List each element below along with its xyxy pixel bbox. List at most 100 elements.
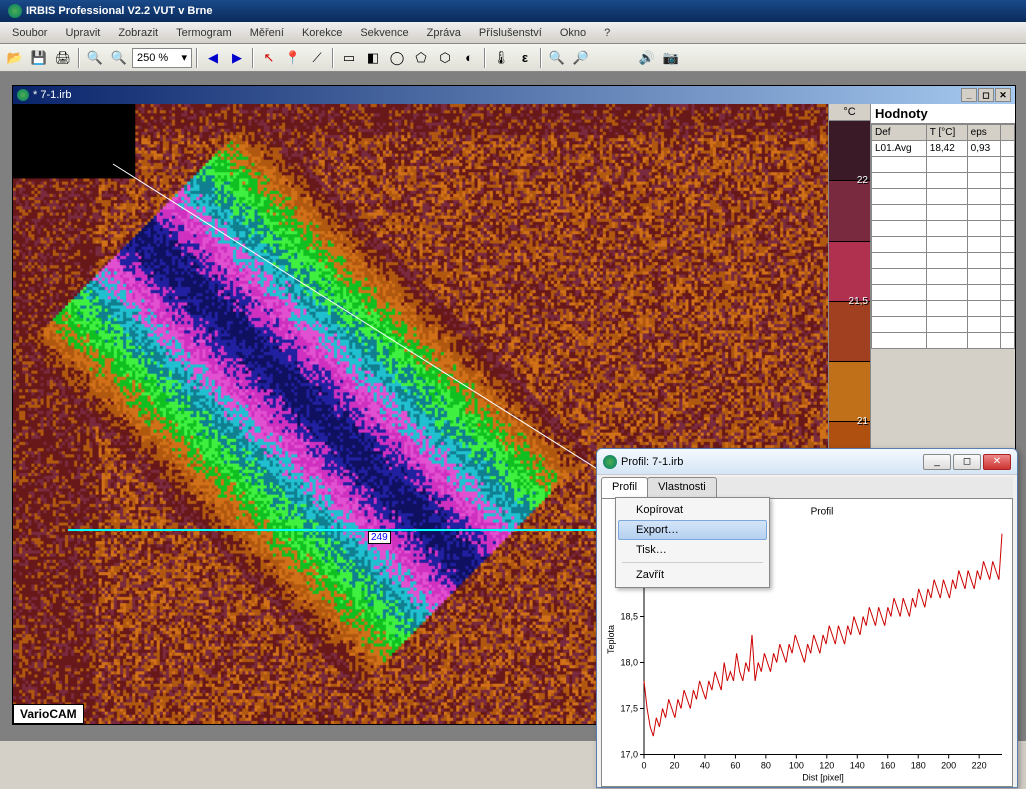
scale-segment	[829, 362, 870, 422]
table-row[interactable]	[872, 269, 1015, 285]
menu-item[interactable]: Korekce	[294, 25, 350, 41]
zoom-fit-icon[interactable]: 🔍	[546, 47, 568, 69]
sound-icon[interactable]: 🔊	[636, 47, 658, 69]
menu-item[interactable]: Soubor	[4, 25, 55, 41]
svg-text:18,0: 18,0	[620, 658, 638, 668]
open-icon[interactable]: 📂	[4, 47, 26, 69]
values-table: DefT [°C]epsL01.Avg18,420,93	[871, 124, 1015, 349]
app-titlebar: IRBIS Professional V2.2 VUT v Brne	[0, 0, 1026, 22]
svg-text:60: 60	[730, 761, 740, 771]
table-row[interactable]	[872, 333, 1015, 349]
menu-item[interactable]: Termogram	[168, 25, 240, 41]
rect-icon[interactable]: ▭	[338, 47, 360, 69]
profile-maximize-icon[interactable]: ◻	[953, 454, 981, 470]
poly-icon[interactable]: ⬠	[410, 47, 432, 69]
menu-item[interactable]: Zobrazit	[110, 25, 166, 41]
zoom-out-icon[interactable]: 🔍	[108, 47, 130, 69]
table-row[interactable]	[872, 317, 1015, 333]
epsilon-icon[interactable]: ε	[514, 47, 536, 69]
table-row[interactable]	[872, 253, 1015, 269]
table-row[interactable]	[872, 189, 1015, 205]
profile-titlebar[interactable]: Profil: 7-1.irb _ ◻ ✕	[597, 449, 1017, 475]
profile-tab[interactable]: Vlastnosti	[647, 477, 717, 498]
profile-close-icon[interactable]: ✕	[983, 454, 1011, 470]
context-menu-item[interactable]: Export…	[618, 520, 767, 540]
poly2-icon[interactable]: ⬡	[434, 47, 456, 69]
context-menu-item[interactable]: Kopírovat	[618, 500, 767, 520]
camera-label: VarioCAM	[13, 704, 84, 724]
profile-tabs: ProfilVlastnosti	[601, 477, 1013, 499]
table-row[interactable]: L01.Avg18,420,93	[872, 141, 1015, 157]
svg-text:18,5: 18,5	[620, 612, 638, 622]
svg-text:20: 20	[669, 761, 679, 771]
menu-item[interactable]: Sekvence	[352, 25, 416, 41]
svg-text:Teplota: Teplota	[606, 625, 616, 654]
menu-item[interactable]: Okno	[552, 25, 594, 41]
app-title: IRBIS Professional V2.2 VUT v Brne	[26, 5, 212, 17]
menu-item[interactable]: ?	[596, 25, 618, 41]
close-icon[interactable]: ✕	[995, 88, 1011, 102]
svg-text:40: 40	[700, 761, 710, 771]
menu-item[interactable]: Příslušenství	[471, 25, 550, 41]
arrow-right-icon[interactable]: ▶	[226, 47, 248, 69]
svg-text:17,0: 17,0	[620, 750, 638, 760]
profile-title: Profil: 7-1.irb	[621, 456, 683, 468]
menu-item[interactable]: Upravit	[57, 25, 108, 41]
svg-text:220: 220	[972, 761, 987, 771]
table-row[interactable]	[872, 285, 1015, 301]
save-icon[interactable]: 💾	[28, 47, 50, 69]
context-menu-item[interactable]: Zavřít	[618, 565, 767, 585]
svg-text:Dist [pixel]: Dist [pixel]	[802, 773, 844, 783]
pointer-icon[interactable]: ↖	[258, 47, 280, 69]
scale-segment	[829, 242, 870, 302]
print-icon[interactable]: 🖨	[52, 47, 74, 69]
scale-segment: 21,5	[829, 302, 870, 362]
maximize-icon[interactable]: ◻	[978, 88, 994, 102]
ellipse-icon[interactable]: ◯	[386, 47, 408, 69]
menubar: SouborUpravitZobrazitTermogramMěřeníKore…	[0, 22, 1026, 44]
svg-text:200: 200	[941, 761, 956, 771]
temp-line-icon[interactable]: ⟋	[306, 47, 328, 69]
svg-text:140: 140	[850, 761, 865, 771]
zoom-region-icon[interactable]: 🔎	[570, 47, 592, 69]
app-icon	[8, 4, 22, 18]
table-row[interactable]	[872, 221, 1015, 237]
arrow-left-icon[interactable]: ◀	[202, 47, 224, 69]
temp-point-icon[interactable]: 📍	[282, 47, 304, 69]
zoom-in-icon[interactable]: 🔍	[84, 47, 106, 69]
svg-text:80: 80	[761, 761, 771, 771]
scale-unit: °C	[829, 104, 870, 121]
table-row[interactable]	[872, 205, 1015, 221]
scale-segment	[829, 121, 870, 181]
camera-icon[interactable]: 📷	[660, 47, 682, 69]
minimize-icon[interactable]: _	[961, 88, 977, 102]
table-row[interactable]	[872, 237, 1015, 253]
rect2-icon[interactable]: ◧	[362, 47, 384, 69]
table-row[interactable]	[872, 157, 1015, 173]
document-titlebar[interactable]: * 7-1.irb _ ◻ ✕	[13, 86, 1015, 104]
profile-line-label: 249	[368, 531, 391, 544]
doc-title-text: * 7-1.irb	[33, 89, 72, 101]
scale-segment: 22	[829, 181, 870, 241]
zoom-level[interactable]: 250 %▾	[132, 48, 192, 68]
doc-icon	[17, 89, 29, 101]
table-row[interactable]	[872, 301, 1015, 317]
svg-text:180: 180	[911, 761, 926, 771]
context-menu: KopírovatExport…Tisk… Zavřít	[615, 497, 770, 588]
profile-minimize-icon[interactable]: _	[923, 454, 951, 470]
context-menu-item[interactable]: Tisk…	[618, 540, 767, 560]
svg-text:160: 160	[880, 761, 895, 771]
profile-tab[interactable]: Profil	[601, 477, 648, 498]
table-row[interactable]	[872, 173, 1015, 189]
menu-item[interactable]: Měření	[242, 25, 292, 41]
temp-icon[interactable]: 🌡	[490, 47, 512, 69]
profile-icon	[603, 455, 617, 469]
svg-text:17,5: 17,5	[620, 704, 638, 714]
svg-text:120: 120	[819, 761, 834, 771]
diff-icon[interactable]: ◐	[458, 47, 480, 69]
svg-text:100: 100	[789, 761, 804, 771]
svg-text:0: 0	[641, 761, 646, 771]
values-title: Hodnoty	[871, 104, 1015, 124]
menu-item[interactable]: Zpráva	[419, 25, 469, 41]
toolbar: 📂 💾 🖨 🔍 🔍 250 %▾ ◀ ▶ ↖ 📍 ⟋ ▭ ◧ ◯ ⬠ ⬡ ◐ 🌡…	[0, 44, 1026, 72]
